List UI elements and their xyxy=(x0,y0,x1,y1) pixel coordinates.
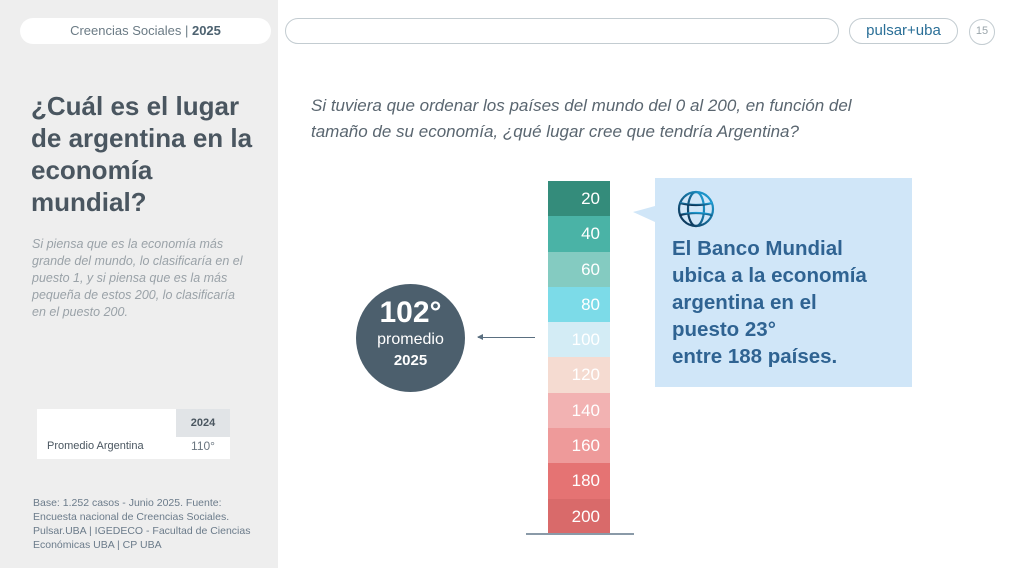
source-note: Base: 1.252 casos - Junio 2025. Fuente: … xyxy=(33,497,251,551)
scale-segment: 120 xyxy=(548,357,610,393)
scale-segment: 40 xyxy=(548,216,610,252)
title-year: 2025 xyxy=(191,23,221,38)
scale-segment: 200 xyxy=(548,498,610,534)
report-title: Creencias Sociales | 2025 xyxy=(20,18,271,44)
scale-segment: 160 xyxy=(548,428,610,464)
page-number: 15 xyxy=(969,19,995,45)
question-text: Si tuviera que ordenar los países del mu… xyxy=(311,96,852,141)
scale-segment: 80 xyxy=(548,286,610,323)
arrow-left-icon xyxy=(477,334,535,340)
scale-segment: 20 xyxy=(548,181,610,217)
scale-segment: 60 xyxy=(548,251,610,287)
average-label: promedio xyxy=(377,331,444,348)
callout-line: argentina en el xyxy=(672,291,817,314)
page-heading: ¿Cuál es el lugar de argentina en la eco… xyxy=(31,91,253,217)
pulsar-uba-logo: pulsar+uba xyxy=(849,18,958,44)
callout-line: entre 188 países. xyxy=(672,345,838,368)
description: Si piensa que es la economía más grande … xyxy=(32,237,243,319)
scale-segment: 100 xyxy=(548,322,610,358)
title-text: Creencias Sociales | xyxy=(70,23,192,38)
left-panel xyxy=(0,0,278,568)
average-badge: 102° promedio 2025 xyxy=(356,284,465,392)
table-row-label: Promedio Argentina xyxy=(47,440,144,452)
ranking-scale: 20 40 60 80 100 120 140 160 180 200 xyxy=(548,181,610,534)
average-value: 102° xyxy=(379,296,442,329)
world-bank-globe-icon xyxy=(677,190,715,228)
callout-line: ubica a la economía xyxy=(672,264,867,287)
callout-line: puesto 23° xyxy=(672,318,776,341)
callout-line: El Banco Mundial xyxy=(672,237,843,260)
table-year-header: 2024 xyxy=(176,409,230,437)
scale-baseline xyxy=(526,533,634,535)
scale-segment: 140 xyxy=(548,392,610,429)
average-year: 2025 xyxy=(393,352,428,369)
search-bar[interactable] xyxy=(285,18,839,44)
comparison-table: 2024 Promedio Argentina 110° xyxy=(37,409,230,459)
table-row-value: 110° xyxy=(191,439,215,453)
scale-segment: 180 xyxy=(548,463,610,499)
world-bank-callout: El Banco Mundial ubica a la economía arg… xyxy=(633,178,912,387)
